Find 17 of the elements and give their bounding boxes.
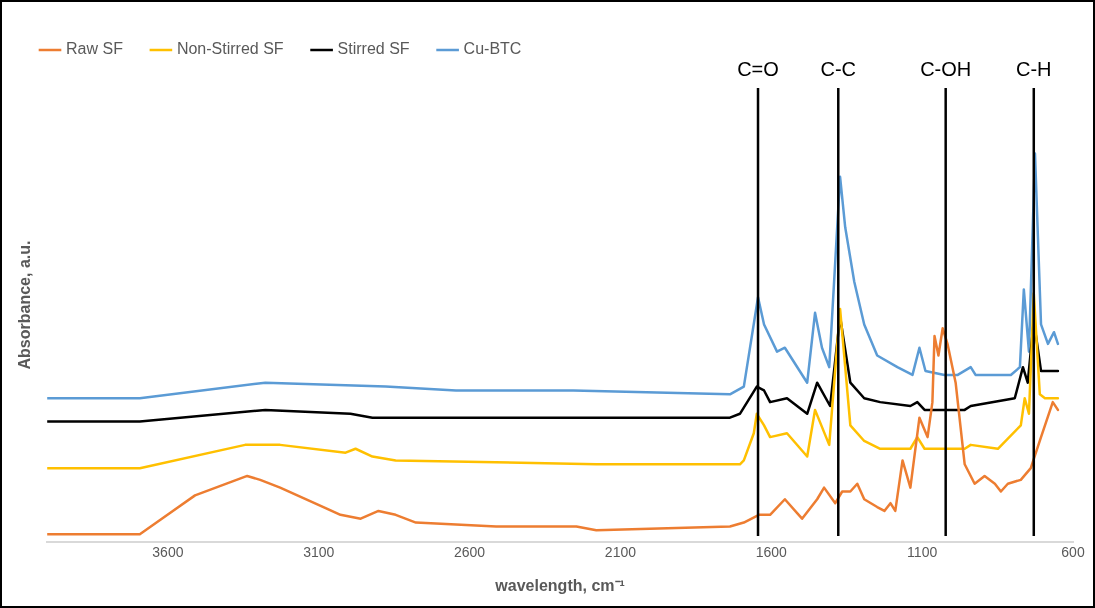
x-tick-label: 3600 xyxy=(152,544,184,561)
legend-label: Cu-BTC xyxy=(463,40,522,58)
x-tick-label: 1100 xyxy=(907,544,938,561)
ref-line-label: C-C xyxy=(820,57,857,80)
x-tick-label: 3100 xyxy=(303,544,335,561)
ref-line-label: C=O xyxy=(737,57,779,80)
x-tick-label: 1600 xyxy=(755,544,788,561)
x-tick-label: 600 xyxy=(1061,544,1085,561)
x-tick-label: 2600 xyxy=(454,544,486,561)
ref-line-label: C-H xyxy=(1016,57,1052,80)
ref-line-label: C-OH xyxy=(920,57,972,80)
x-axis-title: wavelength, cm⁻¹ xyxy=(494,576,625,594)
legend-label: Raw SF xyxy=(66,40,124,58)
legend-label: Non-Stirred SF xyxy=(176,40,284,58)
legend-label: Stirred SF xyxy=(337,40,410,58)
y-axis-title: Absorbance, a.u. xyxy=(16,240,34,370)
x-tick-label: 2100 xyxy=(604,544,637,561)
